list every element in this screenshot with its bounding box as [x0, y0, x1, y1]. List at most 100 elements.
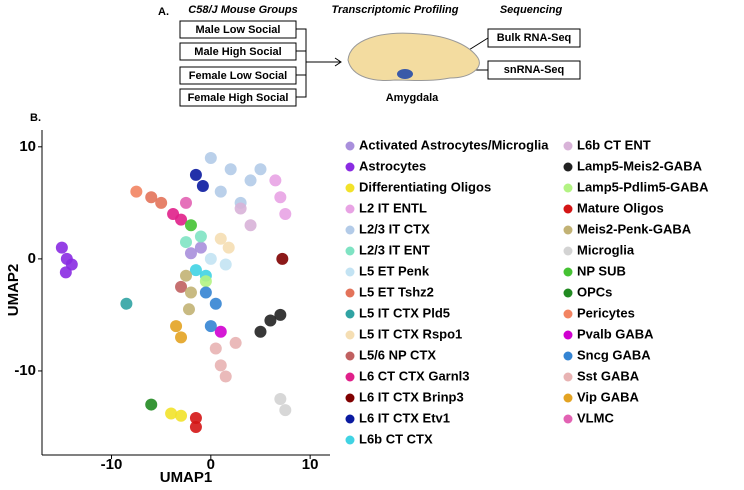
- point: [189, 264, 202, 277]
- point: [175, 280, 188, 293]
- legend-marker: [563, 393, 573, 403]
- legend-marker: [345, 351, 355, 361]
- legend-marker: [345, 288, 355, 298]
- legend-label: L6 IT CTX Etv1: [359, 410, 450, 425]
- point: [279, 208, 292, 221]
- point: [214, 232, 227, 245]
- point: [180, 269, 192, 282]
- point: [189, 412, 202, 425]
- legend-label: Pvalb GABA: [577, 326, 654, 341]
- legend-label: L5 IT CTX Rspo1: [359, 326, 462, 341]
- point: [184, 247, 197, 260]
- group-label: Male High Social: [194, 46, 281, 58]
- legend-label: L6b CT ENT: [577, 137, 651, 152]
- point: [204, 320, 217, 333]
- legend-marker: [345, 309, 355, 319]
- legend-marker: [345, 330, 355, 340]
- y-tick-label: 10: [19, 138, 36, 155]
- point: [165, 407, 178, 420]
- point: [199, 275, 212, 288]
- point: [189, 168, 202, 181]
- legend-label: Mature Oligos: [577, 200, 664, 215]
- point: [219, 258, 232, 271]
- legend-marker: [345, 183, 355, 193]
- legend-marker: [563, 288, 573, 298]
- legend-label: Lamp5-Meis2-GABA: [577, 158, 703, 173]
- point: [184, 219, 197, 232]
- legend-label: L6 IT CTX Brinp3: [359, 389, 464, 404]
- point: [120, 297, 133, 310]
- legend-label: L5/6 NP CTX: [359, 347, 436, 362]
- point: [244, 174, 257, 187]
- point: [182, 303, 195, 316]
- legend-label: L5 ET Tshz2: [359, 284, 434, 299]
- legend-marker: [563, 351, 573, 361]
- legend-marker: [563, 204, 573, 214]
- amygdala-mark: [397, 69, 413, 79]
- legend-marker: [563, 246, 573, 256]
- point: [276, 252, 289, 265]
- legend-label: L2/3 IT CTX: [359, 221, 430, 236]
- panel-label: B.: [30, 112, 41, 124]
- point: [274, 308, 287, 321]
- point: [254, 163, 267, 176]
- legend-label: L6b CT CTX: [359, 431, 433, 446]
- x-tick-label: 10: [302, 456, 319, 473]
- legend-marker: [563, 267, 573, 277]
- point: [175, 409, 188, 422]
- legend-label: Sncg GABA: [577, 347, 651, 362]
- legend-marker: [345, 435, 355, 445]
- point: [204, 252, 217, 265]
- region-label: Amygdala: [386, 92, 439, 104]
- point: [180, 196, 192, 209]
- point: [194, 230, 207, 243]
- legend-marker: [345, 162, 355, 172]
- point: [214, 359, 227, 372]
- point: [274, 392, 287, 405]
- legend-label: VLMC: [577, 410, 614, 425]
- legend-marker: [563, 162, 573, 172]
- point: [175, 213, 188, 226]
- legend-label: Meis2-Penk-GABA: [577, 221, 692, 236]
- legend-label: Activated Astrocytes/Microglia: [359, 137, 549, 152]
- legend-label: NP SUB: [577, 263, 626, 278]
- point: [180, 236, 192, 249]
- groups-title: C58/J Mouse Groups: [188, 4, 297, 16]
- legend-label: Vip GABA: [577, 389, 639, 404]
- legend-marker: [563, 372, 573, 382]
- point: [254, 325, 267, 338]
- point: [145, 398, 158, 411]
- legend-marker: [563, 414, 573, 424]
- legend-marker: [345, 414, 355, 424]
- point: [189, 420, 202, 433]
- legend-marker: [563, 330, 573, 340]
- legend-label: L6 CT CTX Garnl3: [359, 368, 470, 383]
- point: [222, 241, 235, 254]
- point: [269, 174, 282, 187]
- point: [55, 241, 68, 254]
- legend-marker: [345, 246, 355, 256]
- point: [214, 185, 227, 198]
- panel-label: A.: [158, 6, 169, 18]
- legend-label: L2/3 IT ENT: [359, 242, 430, 257]
- brain: [347, 32, 480, 81]
- point: [244, 219, 257, 232]
- point: [196, 180, 209, 193]
- group-label: Female Low Social: [189, 70, 287, 82]
- sequencing-title: Sequencing: [500, 4, 563, 16]
- legend-marker: [345, 225, 355, 235]
- legend-label: Astrocytes: [359, 158, 426, 173]
- x-axis-label: UMAP1: [160, 469, 213, 486]
- profiling-title: Transcriptomic Profiling: [332, 4, 459, 16]
- legend-label: L5 ET Penk: [359, 263, 430, 278]
- y-tick-label: 0: [28, 250, 36, 267]
- legend-marker: [563, 225, 573, 235]
- point: [279, 404, 292, 417]
- point: [59, 266, 72, 279]
- point: [264, 314, 277, 327]
- point: [145, 191, 158, 204]
- legend-marker: [345, 141, 355, 151]
- group-boxes: [179, 20, 581, 107]
- point: [214, 325, 227, 338]
